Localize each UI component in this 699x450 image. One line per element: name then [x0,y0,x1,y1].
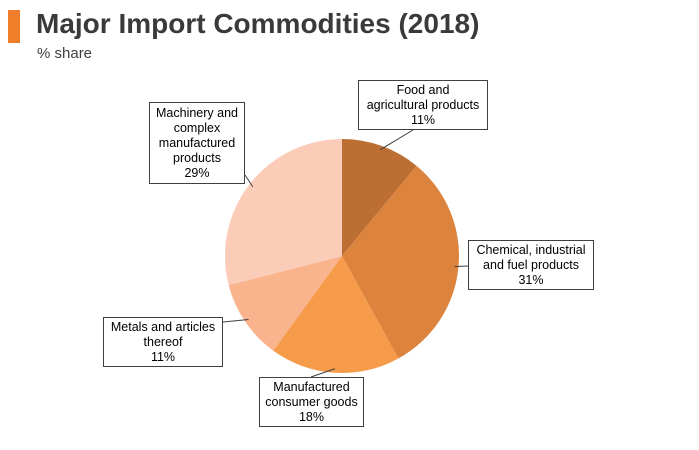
pie-slice [342,165,460,359]
slice-value-label: 29% [184,165,210,180]
slice-label: Food and agricultural products 11% [358,80,488,130]
slice-label-line: products [173,150,221,165]
slice-label: Machinery and complex manufactured products… [149,102,245,184]
slice-value-label: 11% [150,349,176,364]
slice-label-line: agricultural products [366,97,480,112]
slice-label-line: consumer goods [265,394,358,409]
leader-line [222,319,249,323]
slice-label-line: Machinery and [156,105,238,120]
leader-line [454,265,469,268]
pie-slice [228,256,342,351]
slice-label: Chemical, industrial and fuel products 31% [468,240,594,290]
slice-value-label: 31% [518,272,544,287]
leader-line [244,174,254,188]
chart-title: Major Import Commodities (2018) [36,8,480,39]
slice-label-line: and fuel products [483,257,579,272]
slice-value-label: 11% [410,112,436,127]
slice-label-line: Food and [396,82,450,97]
leader-line [380,129,414,151]
slice-label-line: Metals and articles [110,319,216,334]
slice-label-line: thereof [143,334,183,349]
slice-label-line: Chemical, industrial [476,242,586,257]
pie-slice [273,256,399,373]
slice-label-line: complex [173,120,221,135]
slice-label: Metals and articles thereof 11% [103,317,223,367]
slice-label: Manufactured consumer goods 18% [259,377,364,427]
slice-label-line: manufactured [158,135,236,150]
title-accent-bar [8,10,20,43]
leader-line [310,368,336,378]
pie-slice [224,139,342,286]
slice-label-line: Manufactured [273,379,350,394]
chart-subtitle: % share [37,45,93,62]
slice-value-label: 18% [298,409,325,424]
pie-slice [342,139,417,256]
